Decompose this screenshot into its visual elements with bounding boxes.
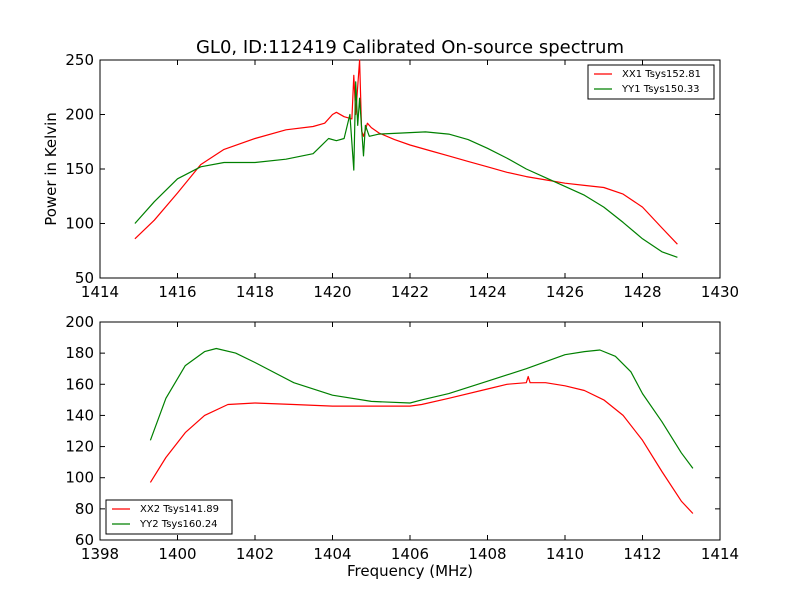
- bottom-legend-box: [105, 499, 233, 535]
- bottom-x-tick-label: 1400: [158, 545, 196, 563]
- top-x-tick-label: 1424: [468, 283, 506, 301]
- bottom-subplot: 1398 1400 1402 1404 1406 1408 1410 1412 1414 60 8…: [65, 313, 739, 580]
- top-series-group: [134, 59, 678, 258]
- top-x-ticks: 1414 1416 1418 1420 1422 1424 1426 1428 1430: [81, 60, 739, 301]
- bottom-x-ticks: 1398 1400 1402 1404 1406 1408 1410 1412 1414: [81, 322, 739, 563]
- bottom-y-tick-label: 60: [75, 531, 94, 549]
- top-x-tick-label: 1422: [391, 283, 429, 301]
- bottom-series-line-1: [149, 347, 694, 469]
- bottom-y-tick-label: 80: [75, 500, 94, 518]
- bottom-x-tick-label: 1414: [701, 545, 739, 563]
- bottom-y-tick-label: 100: [65, 469, 94, 487]
- top-x-tick-label: 1426: [546, 283, 584, 301]
- bottom-y-tick-label: 200: [65, 313, 94, 331]
- bottom-y-tick-label: 160: [65, 375, 94, 393]
- top-x-tick-label: 1430: [701, 283, 739, 301]
- bottom-series-group: [149, 347, 694, 514]
- top-legend-label-yy1: YY1 Tsys150.33: [621, 84, 700, 95]
- top-series-line-0: [134, 59, 678, 245]
- top-y-axis-label: Power in Kelvin: [42, 112, 60, 226]
- bottom-series-line-0: [149, 375, 694, 514]
- top-y-tick-label: 100: [65, 215, 94, 233]
- bottom-x-tick-label: 1404: [313, 545, 351, 563]
- bottom-x-tick-label: 1410: [546, 545, 584, 563]
- bottom-y-ticks: 60 80 100 120 140 160 180 200: [65, 313, 720, 549]
- top-x-tick-label: 1414: [81, 283, 119, 301]
- top-y-tick-label: 200: [65, 106, 94, 124]
- bottom-x-tick-label: 1402: [236, 545, 274, 563]
- bottom-legend-label-yy2: YY2 Tsys160.24: [139, 519, 218, 530]
- top-y-tick-label: 250: [65, 51, 94, 69]
- top-x-tick-label: 1428: [623, 283, 661, 301]
- top-y-tick-label: 50: [75, 269, 94, 287]
- chart-title: GL0, ID:112419 Calibrated On-source spec…: [196, 37, 624, 58]
- bottom-y-tick-label: 180: [65, 344, 94, 362]
- top-y-ticks: 50 100 150 200 250: [65, 51, 720, 287]
- top-legend-box: [587, 64, 715, 100]
- top-series-line-1: [134, 81, 678, 258]
- top-x-tick-label: 1420: [313, 283, 351, 301]
- bottom-x-tick-label: 1398: [81, 545, 119, 563]
- bottom-x-tick-label: 1412: [623, 545, 661, 563]
- bottom-y-tick-label: 120: [65, 438, 94, 456]
- bottom-x-axis-label: Frequency (MHz): [347, 562, 473, 580]
- top-legend-label-xx1: XX1 Tsys152.81: [622, 69, 701, 80]
- bottom-legend-label-xx2: XX2 Tsys141.89: [140, 504, 219, 515]
- bottom-x-tick-label: 1408: [468, 545, 506, 563]
- bottom-x-tick-label: 1406: [391, 545, 429, 563]
- bottom-legend: XX2 Tsys141.89 YY2 Tsys160.24: [105, 499, 233, 535]
- top-x-tick-label: 1418: [236, 283, 274, 301]
- top-subplot: GL0, ID:112419 Calibrated On-source spec…: [42, 37, 739, 301]
- top-y-tick-label: 150: [65, 160, 94, 178]
- bottom-y-tick-label: 140: [65, 406, 94, 424]
- top-x-tick-label: 1416: [158, 283, 196, 301]
- top-legend: XX1 Tsys152.81 YY1 Tsys150.33: [587, 64, 715, 100]
